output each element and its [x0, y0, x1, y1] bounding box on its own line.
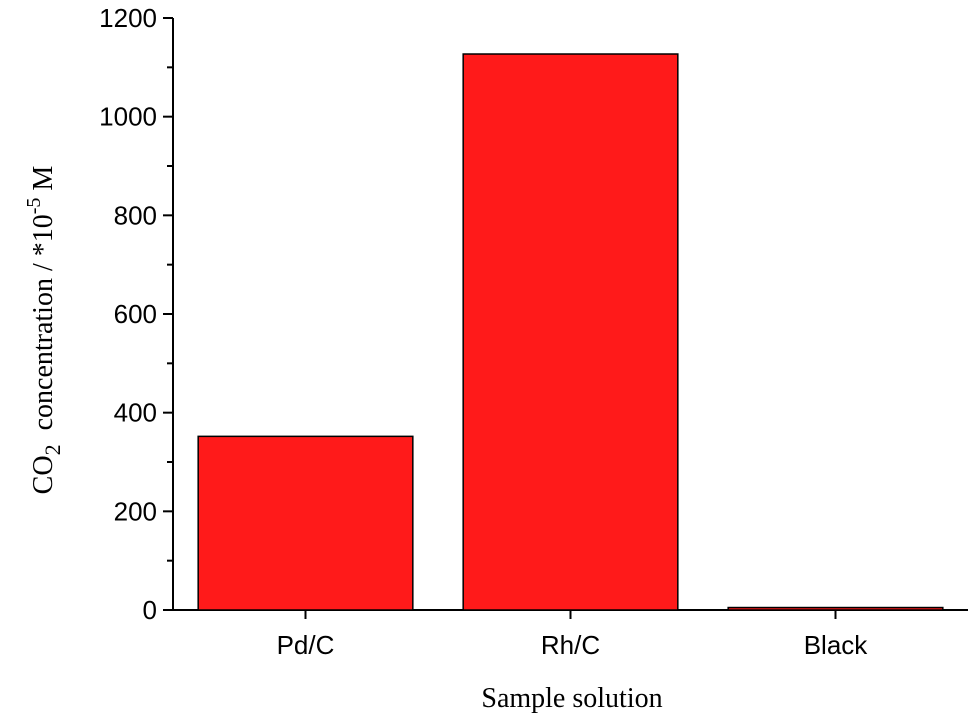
x-axis: Pd/C Rh/C Black [277, 610, 869, 660]
bars [197, 53, 944, 611]
y-tick-label: 1000 [99, 102, 157, 132]
x-tick-label: Pd/C [277, 630, 335, 660]
x-tick-label: Black [804, 630, 869, 660]
y-axis-title-subscript: 2 [40, 444, 65, 455]
y-axis-title-prefix: CO [28, 455, 59, 494]
y-tick-label: 200 [114, 496, 157, 526]
x-axis-title: Sample solution [481, 683, 662, 714]
y-tick-label: 600 [114, 299, 157, 329]
y-axis: 0 200 400 600 800 1000 1200 [99, 3, 173, 625]
x-tick-label: Rh/C [541, 630, 600, 660]
y-axis-title-middle: concentration / *10 [28, 214, 59, 444]
y-axis-title-suffix: M [28, 166, 59, 198]
y-axis-title-superscript: -5 [23, 198, 45, 215]
y-axis-title: CO2 concentration / *10-5 M [23, 166, 65, 495]
y-tick-label: 400 [114, 398, 157, 428]
bar-rh-c [462, 53, 679, 611]
y-tick-label: 1200 [99, 3, 157, 33]
y-tick-label: 0 [143, 595, 157, 625]
bar-black [727, 606, 944, 611]
bar-pd-c [197, 435, 414, 611]
y-tick-label: 800 [114, 200, 157, 230]
